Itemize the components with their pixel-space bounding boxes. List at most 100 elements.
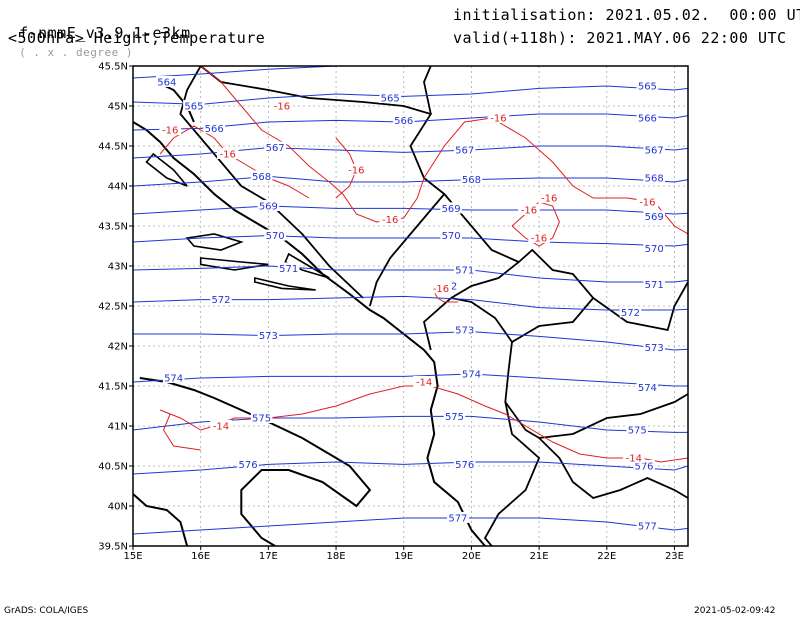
height-contour-label: 566 <box>394 116 413 127</box>
island <box>185 233 244 251</box>
temperature-contour-label: -16 <box>521 206 537 217</box>
contour-label-bg <box>210 420 232 431</box>
footer-credit: GrADS: COLA/IGES <box>4 606 89 616</box>
y-tick-label: 45.5N <box>98 62 128 73</box>
contour-label-bg <box>271 100 293 111</box>
y-tick-label: 44N <box>108 182 128 193</box>
height-contour-label: 572 <box>211 295 230 306</box>
y-tick-label: 43N <box>108 262 128 273</box>
model-name: f-nmmE_v3.9.1-e3km <box>19 24 191 42</box>
x-tick-label: 15E <box>123 551 142 562</box>
temperature-contour-label: -16 <box>433 284 449 295</box>
temperature-contour-label: -16 <box>531 234 547 245</box>
height-contour-label: 573 <box>259 331 278 342</box>
contour-label-bg <box>443 410 466 422</box>
contour-label-bg <box>453 458 476 470</box>
height-contour-label: 568 <box>645 174 664 185</box>
x-tick-label: 21E <box>530 551 549 562</box>
height-contour-label: 570 <box>645 244 664 255</box>
height-contour-label: 574 <box>462 370 481 381</box>
height-contour <box>133 235 688 247</box>
y-tick-label: 39.5N <box>98 542 128 553</box>
y-tick-label: 43.5N <box>98 222 128 233</box>
footer-timestamp: 2021-05-02-09:42 <box>694 606 776 616</box>
temperature-contour-label: -16 <box>274 102 290 113</box>
height-contour-label: 573 <box>645 343 664 354</box>
contour-label-bg <box>453 324 476 335</box>
contour-label-bg <box>277 262 300 274</box>
model-subtitle: ( . x . degree ) <box>19 46 134 59</box>
y-tick-label: 44.5N <box>98 142 128 153</box>
height-contour-label: 576 <box>239 460 258 471</box>
coastline <box>139 377 372 546</box>
temperature-contour-label: -14 <box>213 422 229 433</box>
contour-label-bg <box>216 148 239 159</box>
level-title: <500hPa> Height,Temperature <box>8 29 266 47</box>
height-contour-label: 571 <box>455 266 474 277</box>
height-contour <box>133 373 688 387</box>
temperature-contour-label: -16 <box>220 150 236 161</box>
height-contour <box>133 66 404 79</box>
temperature-contour-label: -16 <box>348 166 364 177</box>
x-tick-label: 19E <box>394 551 413 562</box>
x-tick-label: 16E <box>191 551 210 562</box>
temperature-contour-label: -16 <box>162 126 178 137</box>
height-contour-label: 575 <box>445 412 464 423</box>
y-tick-label: 45N <box>108 102 128 113</box>
country-border <box>483 401 541 546</box>
height-contour-label: 575 <box>252 414 271 425</box>
country-border <box>592 281 688 332</box>
model-title: f-nmmE_v3.9.1-e3km ( . x . degree ) <box>0 6 191 60</box>
island <box>284 252 330 279</box>
height-contour <box>133 517 688 535</box>
contour-label-bg <box>643 242 665 254</box>
height-contour-label: 569 <box>645 212 664 223</box>
coastline <box>133 121 486 546</box>
country-border <box>504 341 688 439</box>
height-contour-label: 575 <box>628 426 647 437</box>
country-border <box>422 193 521 351</box>
height-contour-label: 574 <box>164 374 183 385</box>
temperature-contour <box>159 125 310 199</box>
axis-ticks: 15E 16E 17E 18E 19E 20E 21E 22E 23E 39.5N 40N 40.5N… <box>98 62 684 563</box>
y-tick-label: 41N <box>108 422 128 433</box>
height-contour <box>133 265 688 283</box>
contour-label-bg <box>379 92 401 103</box>
x-tick-label: 20E <box>462 551 481 562</box>
x-tick-label: 17E <box>259 551 278 562</box>
contour-label-bg <box>379 213 401 225</box>
init-time: initialisation: 2021.05.02. 00:00 UTC <box>453 6 800 24</box>
contour-label-bg <box>440 229 462 241</box>
contour-label-bg <box>619 306 642 318</box>
contour-label-bg <box>430 282 452 294</box>
contour-label-bg <box>633 460 655 471</box>
contour-label-bg <box>528 232 550 243</box>
y-tick-label: 42N <box>108 342 128 353</box>
contour-label-bg <box>440 202 462 214</box>
height-contour-label: 566 <box>205 124 224 135</box>
height-contour-label: 571 <box>645 280 664 291</box>
contour-label-bg <box>453 144 476 155</box>
x-tick-label: 22E <box>597 551 616 562</box>
height-contour-label: 567 <box>266 143 285 154</box>
height-contour-label: 568 <box>252 172 271 183</box>
contour-label-bg <box>487 112 510 123</box>
y-tick-label: 42.5N <box>98 302 128 313</box>
temperature-contour-label: -14 <box>626 454 642 465</box>
contour-label-bg <box>210 293 232 305</box>
height-contour-label: 577 <box>448 514 467 525</box>
contour-label-bg <box>626 424 649 435</box>
height-contour-label: 574 <box>638 383 657 394</box>
contour-label-bg <box>392 114 415 126</box>
contour-label-bg <box>636 196 659 207</box>
height-contour-label: 568 <box>462 175 481 186</box>
height-contour <box>133 205 688 215</box>
height-contour-label: 571 <box>279 264 298 275</box>
temperature-contour <box>159 385 688 463</box>
valid-time: valid(+118h): 2021.MAY.06 22:00 UTC <box>453 29 787 47</box>
y-tick-label: 40N <box>108 502 128 513</box>
contour-label-bg <box>518 204 540 215</box>
contour-label-bg <box>264 141 286 153</box>
